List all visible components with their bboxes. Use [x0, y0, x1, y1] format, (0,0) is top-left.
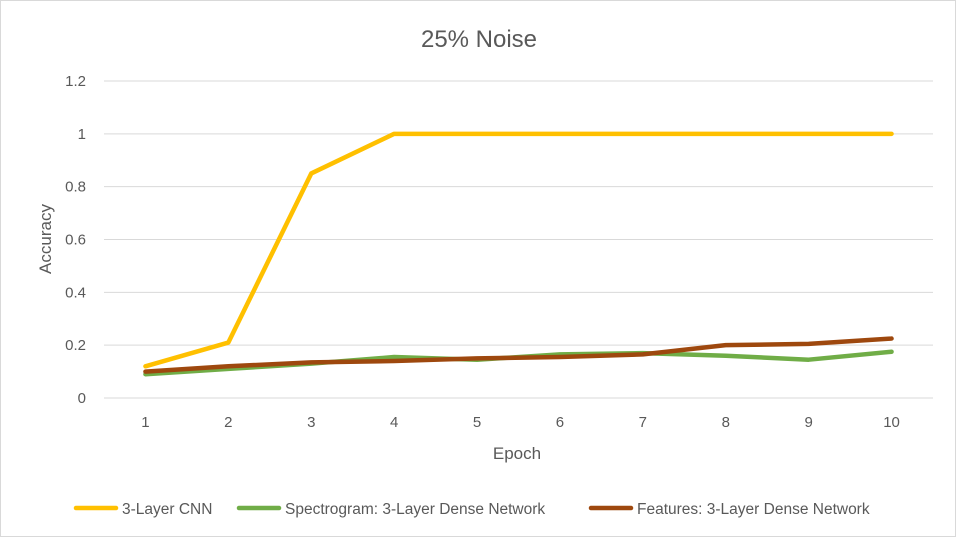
x-tick-label: 6 [556, 414, 564, 431]
legend-label: Features: 3-Layer Dense Network [637, 501, 870, 518]
x-tick-label: 4 [390, 414, 398, 431]
y-tick-label: 0 [78, 390, 86, 407]
x-tick-label: 7 [639, 414, 647, 431]
x-tick-label: 5 [473, 414, 481, 431]
legend-label: 3-Layer CNN [122, 501, 212, 518]
y-axis-label: Accuracy [36, 204, 55, 274]
series-line-1 [143, 131, 894, 369]
y-tick-label: 1 [78, 126, 86, 143]
x-tick-label: 3 [307, 414, 315, 431]
y-tick-label: 0.8 [65, 179, 86, 196]
y-tick-label: 0.6 [65, 232, 86, 249]
chart-title: 25% Noise [421, 26, 537, 53]
x-tick-label: 10 [883, 414, 900, 431]
x-tick-label: 1 [141, 414, 149, 431]
y-tick-label: 0.4 [65, 284, 86, 301]
y-tick-label: 1.2 [65, 73, 86, 90]
series-line-3 [143, 336, 894, 374]
y-tick-label: 0.2 [65, 337, 86, 354]
x-axis-label: Epoch [493, 444, 541, 463]
x-tick-label: 9 [804, 414, 812, 431]
x-tick-label: 2 [224, 414, 232, 431]
x-tick-label: 8 [722, 414, 730, 431]
legend-label: Spectrogram: 3-Layer Dense Network [285, 501, 545, 518]
